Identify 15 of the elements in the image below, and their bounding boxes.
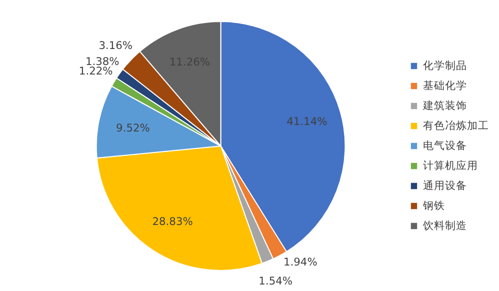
data-label: 1.94%: [283, 255, 318, 268]
data-label: 9.52%: [116, 122, 150, 135]
legend-label: 饮料制造: [423, 218, 467, 232]
legend-label: 通用设备: [423, 178, 467, 192]
legend-label: 钢铁: [423, 198, 445, 212]
legend-label: 电气设备: [423, 138, 467, 152]
legend-label: 有色冶炼加工: [423, 118, 489, 132]
data-label: 28.83%: [152, 214, 193, 228]
legend-label: 计算机应用: [423, 158, 478, 172]
legend-label: 基础化学: [423, 78, 467, 92]
data-label: 1.54%: [258, 274, 293, 288]
data-label: 41.14%: [286, 114, 328, 128]
legend-label: 建筑装饰: [423, 98, 467, 112]
data-label: 3.16%: [98, 38, 133, 52]
legend-label: 化学制品: [423, 58, 467, 72]
